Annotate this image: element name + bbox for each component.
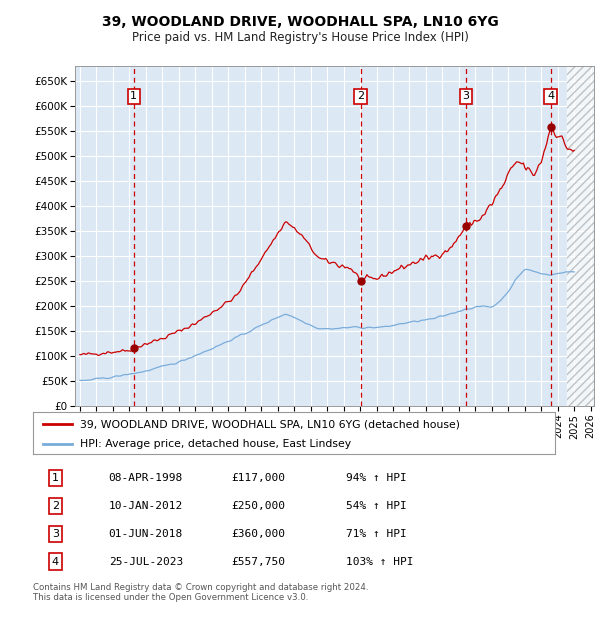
Text: 08-APR-1998: 08-APR-1998: [109, 473, 183, 483]
Text: 54% ↑ HPI: 54% ↑ HPI: [346, 501, 407, 511]
Text: £557,750: £557,750: [232, 557, 286, 567]
Text: 2: 2: [357, 91, 364, 101]
Text: 39, WOODLAND DRIVE, WOODHALL SPA, LN10 6YG (detached house): 39, WOODLAND DRIVE, WOODHALL SPA, LN10 6…: [80, 419, 460, 429]
Bar: [568, 66, 594, 406]
Text: 1: 1: [52, 473, 59, 483]
Text: £250,000: £250,000: [232, 501, 286, 511]
Text: 01-JUN-2018: 01-JUN-2018: [109, 529, 183, 539]
Text: 4: 4: [52, 557, 59, 567]
Text: 25-JUL-2023: 25-JUL-2023: [109, 557, 183, 567]
Text: 2: 2: [52, 501, 59, 511]
Text: Price paid vs. HM Land Registry's House Price Index (HPI): Price paid vs. HM Land Registry's House …: [131, 31, 469, 43]
Text: 4: 4: [547, 91, 554, 101]
Text: 103% ↑ HPI: 103% ↑ HPI: [346, 557, 414, 567]
Text: 3: 3: [463, 91, 469, 101]
Text: 10-JAN-2012: 10-JAN-2012: [109, 501, 183, 511]
Text: Contains HM Land Registry data © Crown copyright and database right 2024.
This d: Contains HM Land Registry data © Crown c…: [33, 583, 368, 602]
Text: 3: 3: [52, 529, 59, 539]
Text: 71% ↑ HPI: 71% ↑ HPI: [346, 529, 407, 539]
Text: HPI: Average price, detached house, East Lindsey: HPI: Average price, detached house, East…: [80, 439, 351, 449]
Text: 39, WOODLAND DRIVE, WOODHALL SPA, LN10 6YG: 39, WOODLAND DRIVE, WOODHALL SPA, LN10 6…: [101, 15, 499, 29]
Text: £117,000: £117,000: [232, 473, 286, 483]
Text: 94% ↑ HPI: 94% ↑ HPI: [346, 473, 407, 483]
Bar: [568, 66, 594, 406]
Text: 1: 1: [130, 91, 137, 101]
Text: £360,000: £360,000: [232, 529, 286, 539]
